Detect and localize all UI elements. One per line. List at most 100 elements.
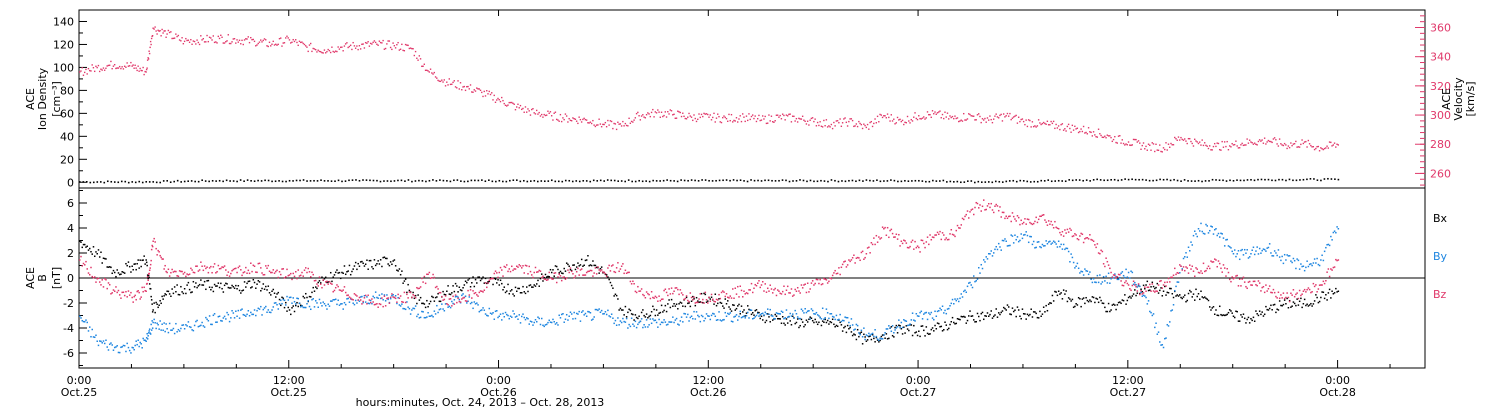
data-point [157,306,159,309]
data-point [91,275,93,278]
data-point [166,180,169,182]
data-point [489,93,492,96]
data-point [398,297,401,300]
data-point [320,179,322,181]
data-point [964,119,966,121]
xtick-time-label: 0:00 [1325,374,1350,387]
data-point [311,50,313,53]
data-point [261,41,263,43]
data-point [645,114,648,116]
data-point [278,303,281,305]
data-point [778,116,780,118]
data-point [588,264,590,267]
data-point [1228,145,1231,147]
data-point [883,115,885,117]
top-right-ylabel-line1: ACE [1440,88,1453,110]
data-point [692,295,694,298]
data-point [136,262,138,265]
data-point [167,290,170,293]
data-point [781,179,784,181]
data-point [281,180,284,183]
data-point [374,303,377,306]
data-point [379,180,382,183]
data-point [735,293,738,295]
data-point [658,111,660,113]
data-point [808,310,810,312]
data-point [532,107,534,110]
data-point [362,179,364,181]
data-point [1150,290,1152,292]
data-point [870,333,873,335]
data-point [208,36,211,39]
data-point [266,311,268,314]
data-point [403,307,406,310]
data-point [844,180,847,183]
data-point [1011,307,1014,309]
data-point [776,312,779,315]
data-point [1101,136,1104,138]
data-point [1004,116,1006,118]
data-point [367,268,369,270]
data-point [476,282,478,284]
data-point [117,351,120,354]
data-point [559,270,562,273]
data-point [574,317,577,320]
data-point [524,264,527,267]
data-point [519,322,522,324]
data-point [1043,180,1046,182]
data-point [251,313,253,316]
data-point [503,315,506,318]
data-point [1110,179,1112,181]
data-point [966,285,969,288]
data-point [654,295,657,298]
data-point [775,114,778,116]
data-point [417,287,419,290]
data-point [1139,293,1141,296]
data-point [225,318,227,320]
data-point [1066,228,1069,231]
data-point [1016,122,1019,124]
data-point [992,118,995,120]
data-point [182,43,185,45]
data-point [610,265,613,267]
data-point [885,234,888,237]
data-point [314,49,317,51]
data-point [557,268,559,271]
data-point [528,323,530,325]
data-point [600,269,603,271]
data-point [749,289,752,291]
data-point [720,291,723,294]
data-point [685,316,688,318]
data-point [347,297,349,300]
data-point [1177,272,1180,274]
data-point [1159,341,1161,343]
data-point [243,314,246,317]
data-point [354,261,357,264]
data-point [1090,278,1092,281]
data-point [901,333,904,335]
data-point [1112,138,1115,141]
data-point [781,311,784,314]
data-point [1172,144,1175,146]
data-point [356,295,358,297]
data-point [267,179,270,182]
data-point [971,208,974,210]
data-point [704,113,706,115]
data-point [134,64,136,66]
data-point [1236,145,1238,147]
top-left-ylabel-line1: ACE [24,88,37,110]
data-point [344,43,347,45]
data-point [710,293,713,296]
data-point [437,292,439,295]
data-point [113,346,116,349]
data-point [727,300,729,302]
data-point [699,293,702,295]
data-point [1077,296,1080,299]
data-point [321,305,323,307]
data-point [660,298,663,301]
data-point [161,323,163,325]
data-point [1194,230,1196,232]
data-point [680,302,683,304]
data-point [945,312,948,315]
data-point [512,102,514,105]
